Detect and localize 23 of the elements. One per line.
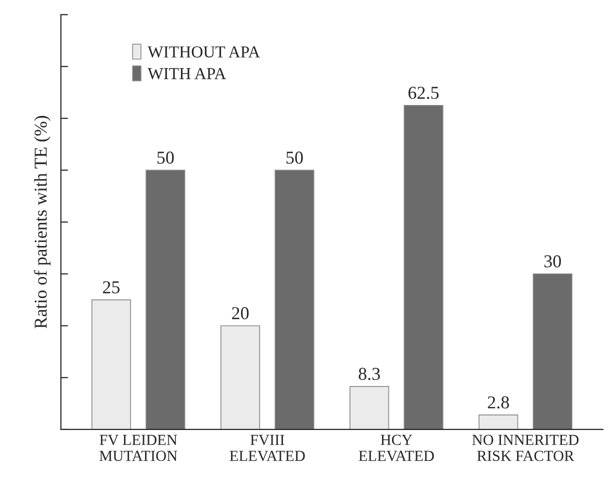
bar xyxy=(220,325,260,430)
data-label: 2.8 xyxy=(488,396,509,409)
data-label: 62.5 xyxy=(408,86,439,100)
data-label: 25 xyxy=(102,281,120,294)
bar xyxy=(274,170,314,430)
bar xyxy=(404,104,444,430)
data-label: 20 xyxy=(232,307,249,320)
data-label: 50 xyxy=(157,152,174,164)
data-label: 50 xyxy=(286,152,303,164)
bar xyxy=(478,414,518,430)
y-axis-title: Ratio of patients with TE (%) xyxy=(34,116,50,328)
x-tick-label: NO INNERITED RISK FACTOR xyxy=(472,434,579,462)
x-tick-label: FV LEIDEN MUTATION xyxy=(99,434,178,462)
data-label: 30 xyxy=(544,255,561,268)
x-tick-label: FVIII ELEVATED xyxy=(230,434,305,462)
legend-label: WITHOUT APA xyxy=(148,46,260,58)
x-tick-label: HCY ELEVATED xyxy=(358,434,434,462)
bar xyxy=(350,386,390,430)
bar xyxy=(532,273,572,430)
data-label: 8.3 xyxy=(358,368,380,380)
bar xyxy=(91,299,132,430)
bar xyxy=(146,170,186,430)
legend-label: WITH APA xyxy=(148,68,226,80)
